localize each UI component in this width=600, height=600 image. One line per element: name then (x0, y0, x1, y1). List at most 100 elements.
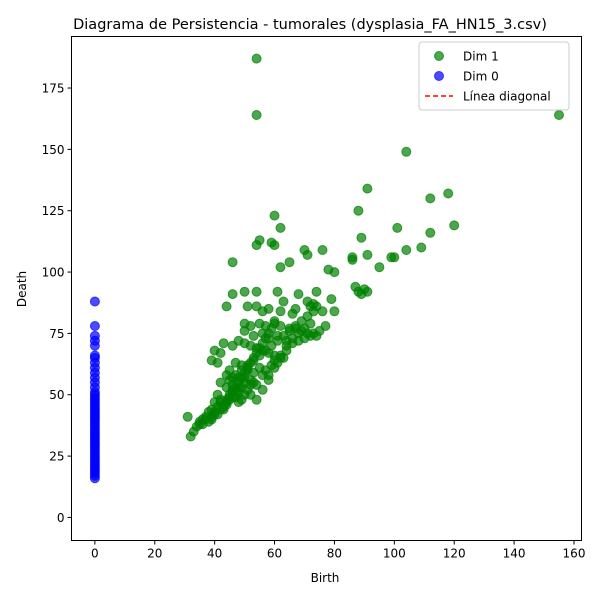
data-point (305, 318, 316, 329)
data-point (275, 262, 286, 273)
x-tick-label: 20 (147, 547, 162, 561)
data-point (275, 306, 286, 317)
data-point (221, 370, 232, 381)
data-point (182, 411, 193, 422)
x-tick-label: 60 (267, 547, 282, 561)
data-point (362, 183, 373, 194)
data-point (416, 242, 427, 253)
y-tick-label: 125 (42, 204, 65, 218)
y-axis-label: Death (15, 271, 29, 307)
y-tick-label: 150 (42, 143, 65, 157)
data-point (212, 357, 223, 368)
data-point (293, 289, 304, 300)
data-point (320, 321, 331, 331)
y-axis: 0 25 50 75 100 125 150 175 (42, 82, 72, 525)
x-tick-label: 160 (563, 547, 586, 561)
y-tick-label: 175 (42, 82, 65, 96)
data-point (239, 372, 250, 383)
x-tick-label: 0 (91, 547, 99, 561)
y-tick-label: 50 (49, 388, 64, 402)
data-point (272, 286, 283, 297)
data-point (89, 321, 100, 331)
data-point (425, 227, 436, 238)
data-point (251, 53, 262, 64)
data-point (227, 289, 238, 300)
legend-box (418, 41, 570, 111)
x-tick-label: 120 (443, 547, 466, 561)
x-axis-label: Birth (311, 571, 340, 585)
data-point (329, 267, 340, 278)
data-point (236, 394, 247, 405)
data-point (374, 262, 385, 273)
legend-label-dim1: Dim 1 (463, 50, 499, 64)
x-tick-label: 80 (327, 547, 342, 561)
legend-label-dim0: Dim 0 (463, 70, 499, 84)
x-axis: 0 20 40 60 80 100 120 140 160 (91, 540, 586, 561)
data-point (242, 301, 253, 312)
data-points (89, 53, 564, 484)
data-point (362, 286, 373, 297)
plot-area (71, 36, 582, 541)
data-point (218, 338, 229, 349)
data-point (554, 110, 564, 120)
data-point (401, 245, 412, 255)
data-point (278, 296, 289, 307)
data-point (311, 286, 322, 297)
data-point (257, 384, 268, 395)
data-point (311, 330, 322, 341)
data-point (308, 306, 319, 317)
data-point (239, 325, 250, 336)
data-point (290, 303, 301, 314)
data-point (302, 249, 313, 260)
series-dim-1 (182, 53, 564, 442)
data-point (449, 220, 460, 231)
data-point (443, 188, 454, 199)
x-tick-label: 40 (207, 547, 222, 561)
legend-marker-dim0 (434, 71, 444, 81)
data-point (239, 286, 250, 297)
x-tick-label: 140 (503, 547, 526, 561)
data-point (326, 294, 337, 305)
data-point (392, 222, 403, 233)
series-dim-0 (89, 296, 100, 484)
data-point (251, 286, 262, 297)
y-tick-label: 75 (49, 327, 64, 341)
y-tick-label: 100 (42, 266, 65, 280)
data-point (401, 146, 412, 157)
data-point (215, 348, 226, 358)
data-point (233, 382, 244, 393)
data-point (281, 340, 292, 351)
y-tick-label: 25 (49, 450, 64, 464)
data-point (269, 240, 280, 251)
data-point (317, 306, 328, 317)
data-point (89, 473, 100, 484)
legend-marker-dim1 (434, 51, 444, 61)
data-point (347, 254, 358, 265)
data-point (284, 257, 295, 268)
legend-label-diagonal: Línea diagonal (463, 90, 551, 104)
data-point (248, 330, 259, 341)
chart-title: Diagrama de Persistencia - tumorales (dy… (73, 17, 547, 33)
data-point (263, 303, 274, 314)
data-point (248, 377, 259, 388)
data-point (251, 240, 262, 251)
data-point (356, 232, 367, 243)
data-point (251, 394, 262, 405)
data-point (389, 252, 400, 263)
data-point (227, 257, 238, 268)
data-point (89, 340, 100, 351)
legend: Dim 1 Dim 0 Línea diagonal (418, 41, 570, 111)
data-point (329, 306, 340, 317)
data-point (317, 245, 328, 255)
data-point (263, 375, 274, 385)
data-point (275, 350, 286, 361)
y-tick-label: 0 (57, 511, 65, 525)
data-point (89, 296, 100, 307)
data-point (353, 205, 364, 216)
data-point (251, 110, 262, 120)
data-point (362, 249, 373, 260)
data-point (221, 301, 232, 312)
data-point (269, 318, 280, 329)
data-point (425, 193, 436, 204)
